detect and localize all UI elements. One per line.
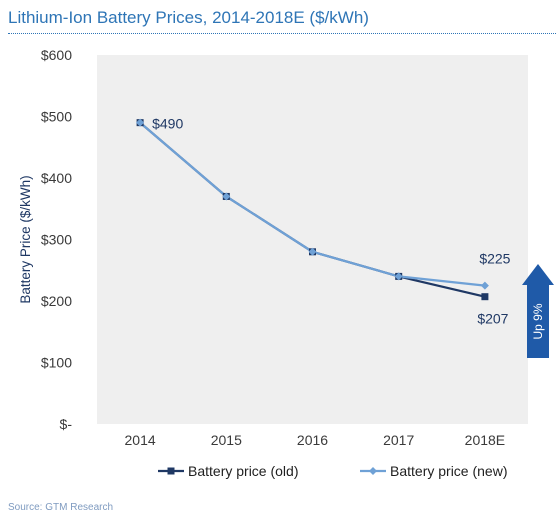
y-axis-label: Battery Price ($/kWh) — [18, 175, 33, 303]
up-arrow-annotation: Up 9% — [522, 264, 554, 358]
x-tick-label: 2014 — [125, 432, 156, 448]
source-note: Source: GTM Research — [8, 502, 114, 513]
y-tick-label: $- — [60, 416, 73, 432]
chart-title: Lithium-Ion Battery Prices, 2014-2018E (… — [8, 8, 369, 27]
legend-label: Battery price (new) — [390, 463, 507, 479]
y-tick-label: $600 — [41, 47, 72, 63]
data-labels: $490 $225 $207 — [152, 116, 511, 327]
legend: Battery price (old) Battery price (new) — [158, 463, 507, 479]
x-tick-label: 2016 — [297, 432, 328, 448]
y-tick-label: $100 — [41, 355, 72, 371]
point-marker — [394, 272, 403, 281]
annotation-text: Up 9% — [531, 303, 545, 339]
point-marker — [136, 118, 145, 127]
x-tick-label: 2018E — [465, 432, 505, 448]
y-tick-label: $300 — [41, 232, 72, 248]
x-axis-ticks: 2014 2015 2016 2017 2018E — [125, 432, 506, 448]
series-markers — [136, 118, 489, 301]
point-marker — [369, 467, 377, 475]
point-marker — [308, 247, 317, 256]
data-label: $225 — [479, 251, 510, 267]
y-axis-ticks: $- $100 $200 $300 $400 $500 $600 — [41, 47, 72, 432]
x-tick-label: 2015 — [211, 432, 242, 448]
data-label: $490 — [152, 116, 183, 132]
point-marker — [481, 293, 489, 301]
y-tick-label: $200 — [41, 293, 72, 309]
plot-area — [97, 55, 528, 424]
point-marker — [480, 281, 489, 290]
point-marker — [167, 467, 175, 475]
point-marker — [222, 192, 231, 201]
data-label: $207 — [477, 311, 508, 327]
legend-label: Battery price (old) — [188, 463, 298, 479]
title-divider — [8, 33, 556, 34]
y-tick-label: $400 — [41, 170, 72, 186]
x-tick-label: 2017 — [383, 432, 414, 448]
y-tick-label: $500 — [41, 109, 72, 125]
up-arrow-icon — [522, 264, 554, 358]
